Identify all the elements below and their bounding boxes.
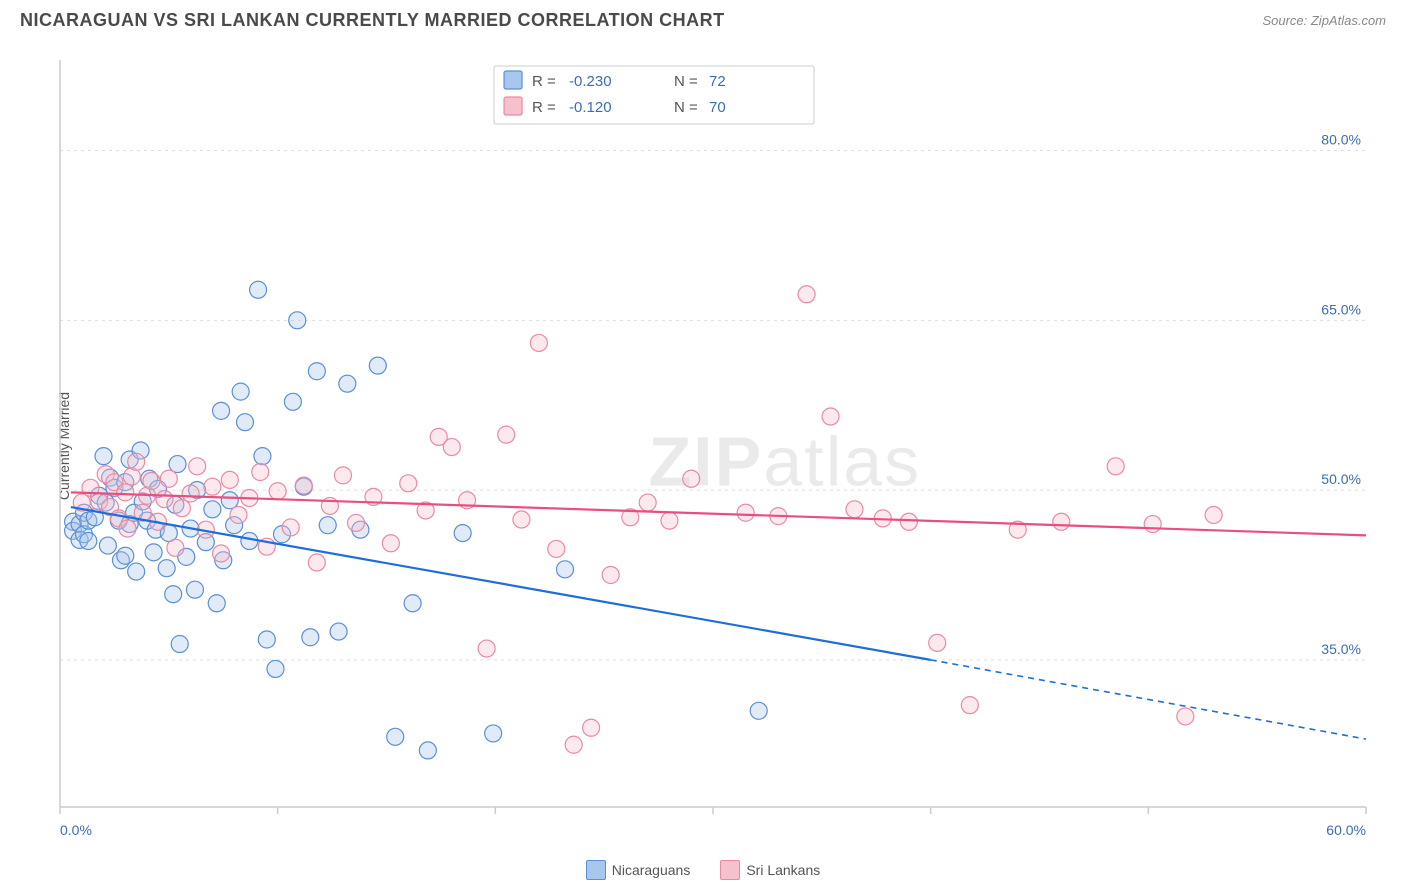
svg-text:35.0%: 35.0% bbox=[1321, 641, 1361, 657]
svg-text:N =: N = bbox=[674, 73, 698, 90]
scatter-chart-svg: 0.0% 60.0% 35.0% 50.0% 65.0% 80.0% ZIPatlas R =… bbox=[50, 50, 1386, 842]
legend-label: Sri Lankans bbox=[746, 862, 820, 878]
legend-swatch bbox=[586, 860, 606, 880]
chart-title: NICARAGUAN VS SRI LANKAN CURRENTLY MARRI… bbox=[20, 10, 725, 31]
chart-area: 0.0% 60.0% 35.0% 50.0% 65.0% 80.0% ZIPatlas R =… bbox=[50, 50, 1386, 842]
svg-text:80.0%: 80.0% bbox=[1321, 132, 1361, 148]
svg-text:0.0%: 0.0% bbox=[60, 822, 92, 838]
chart-source: Source: ZipAtlas.com bbox=[1262, 13, 1386, 28]
legend-label: Nicaraguans bbox=[612, 862, 691, 878]
legend-item-nicaraguans: Nicaraguans bbox=[586, 860, 691, 880]
svg-text:65.0%: 65.0% bbox=[1321, 301, 1361, 317]
svg-text:50.0%: 50.0% bbox=[1321, 471, 1361, 487]
svg-text:70: 70 bbox=[709, 99, 726, 116]
svg-text:-0.120: -0.120 bbox=[569, 99, 612, 116]
svg-text:-0.230: -0.230 bbox=[569, 73, 612, 90]
svg-text:72: 72 bbox=[709, 73, 726, 90]
svg-text:N =: N = bbox=[674, 99, 698, 116]
svg-text:R =: R = bbox=[532, 73, 556, 90]
bottom-legend: Nicaraguans Sri Lankans bbox=[0, 860, 1406, 880]
legend-item-srilankans: Sri Lankans bbox=[720, 860, 820, 880]
legend-swatch bbox=[720, 860, 740, 880]
svg-text:R =: R = bbox=[532, 99, 556, 116]
chart-header: NICARAGUAN VS SRI LANKAN CURRENTLY MARRI… bbox=[0, 0, 1406, 36]
svg-text:ZIPatlas: ZIPatlas bbox=[648, 423, 921, 501]
svg-text:60.0%: 60.0% bbox=[1326, 822, 1366, 838]
